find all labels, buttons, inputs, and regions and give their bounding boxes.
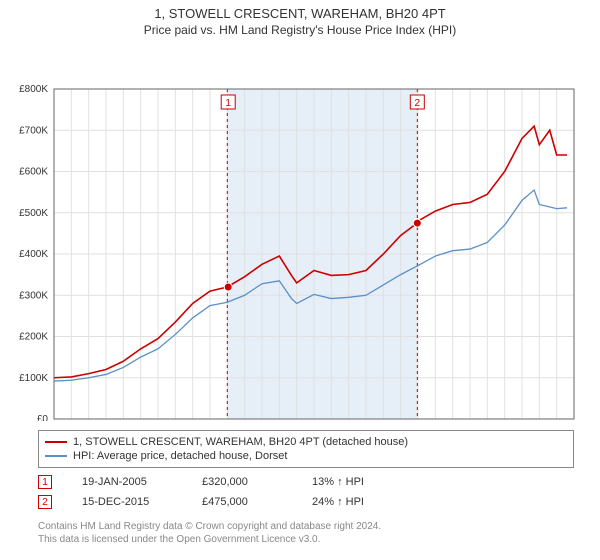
chart-title: 1, STOWELL CRESCENT, WAREHAM, BH20 4PT	[0, 0, 600, 23]
svg-text:£600K: £600K	[19, 166, 48, 177]
chart-area: £0 £100K £200K £300K £400K £500K £600K £700K £80…	[0, 41, 600, 421]
legend-row: HPI: Average price, detached house, Dors…	[45, 449, 567, 463]
sale-price: £475,000	[202, 496, 282, 508]
sale-marker: 1	[38, 475, 52, 489]
sale-diff: 24% ↑ HPI	[312, 496, 392, 508]
legend-swatch	[45, 441, 67, 443]
sales-table: 1 19-JAN-2005 £320,000 13% ↑ HPI 2 15-DEC-201…	[38, 472, 574, 512]
svg-text:£200K: £200K	[19, 331, 48, 342]
chart-subtitle: Price paid vs. HM Land Registry's House …	[0, 23, 600, 41]
svg-text:£800K: £800K	[19, 84, 48, 95]
svg-text:1: 1	[225, 98, 231, 109]
sale-date: 19-JAN-2005	[82, 476, 172, 488]
footer-line1: Contains HM Land Registry data © Crown c…	[38, 520, 574, 533]
footer-attribution: Contains HM Land Registry data © Crown c…	[38, 520, 574, 546]
svg-text:£700K: £700K	[19, 125, 48, 136]
legend-label: 1, STOWELL CRESCENT, WAREHAM, BH20 4PT (…	[73, 436, 408, 448]
sale-marker: 2	[38, 495, 52, 509]
svg-text:£100K: £100K	[19, 373, 48, 384]
legend: 1, STOWELL CRESCENT, WAREHAM, BH20 4PT (…	[38, 430, 574, 468]
svg-text:2: 2	[415, 98, 421, 109]
sale-price: £320,000	[202, 476, 282, 488]
chart-container: 1, STOWELL CRESCENT, WAREHAM, BH20 4PT P…	[0, 0, 600, 560]
legend-label: HPI: Average price, detached house, Dors…	[73, 450, 287, 462]
svg-text:£300K: £300K	[19, 290, 48, 301]
sale-row: 2 15-DEC-2015 £475,000 24% ↑ HPI	[38, 492, 574, 512]
svg-text:£400K: £400K	[19, 249, 48, 260]
sale-diff: 13% ↑ HPI	[312, 476, 392, 488]
svg-text:£0: £0	[37, 414, 49, 421]
sale-row: 1 19-JAN-2005 £320,000 13% ↑ HPI	[38, 472, 574, 492]
sale-date: 15-DEC-2015	[82, 496, 172, 508]
svg-text:£500K: £500K	[19, 208, 48, 219]
legend-swatch	[45, 455, 67, 457]
footer-line2: This data is licensed under the Open Gov…	[38, 533, 574, 546]
legend-row: 1, STOWELL CRESCENT, WAREHAM, BH20 4PT (…	[45, 435, 567, 449]
chart-svg: £0 £100K £200K £300K £400K £500K £600K £700K £80…	[0, 41, 600, 421]
